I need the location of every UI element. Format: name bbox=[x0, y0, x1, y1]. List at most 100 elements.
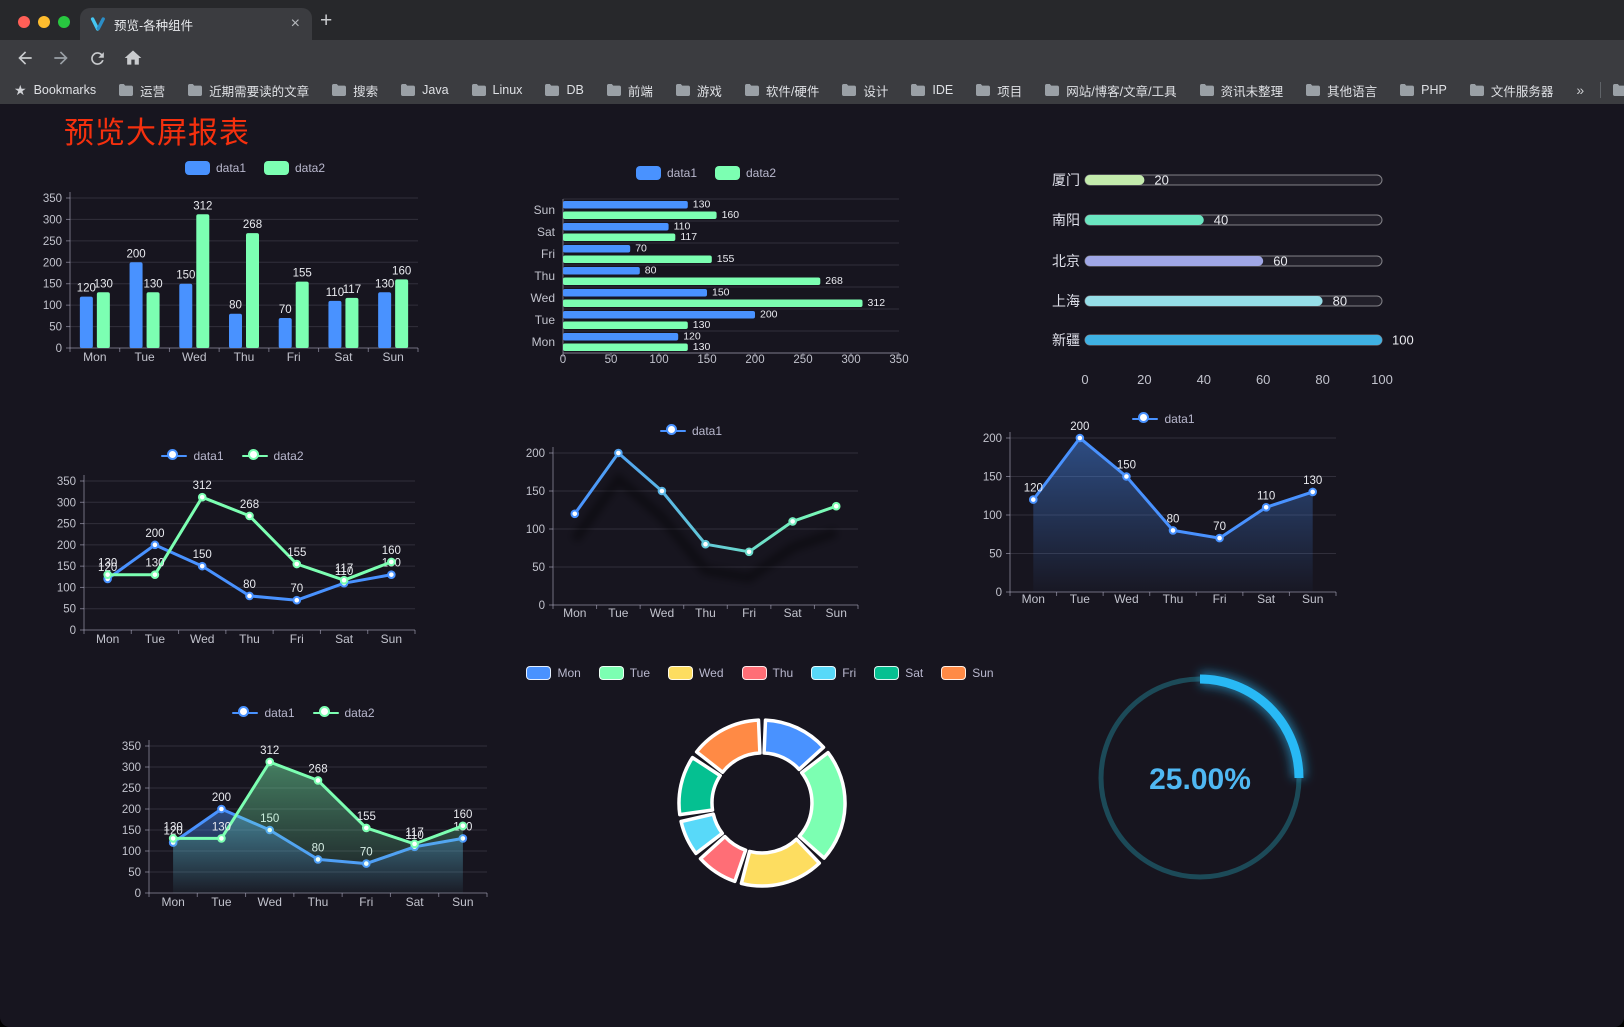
tab-close-icon[interactable]: × bbox=[290, 15, 300, 32]
legend-item[interactable]: Thu bbox=[741, 666, 793, 680]
legend-item[interactable]: Sun bbox=[941, 666, 994, 680]
legend-line-marker bbox=[232, 706, 259, 720]
svg-text:200: 200 bbox=[1070, 421, 1089, 433]
svg-text:268: 268 bbox=[243, 219, 262, 231]
svg-text:100: 100 bbox=[983, 510, 1002, 522]
donut-canvas[interactable] bbox=[545, 660, 975, 900]
legend-item[interactable]: Mon bbox=[526, 666, 581, 680]
legend-label: data2 bbox=[273, 449, 304, 463]
svg-text:0: 0 bbox=[135, 888, 141, 900]
svg-text:155: 155 bbox=[717, 253, 735, 265]
svg-text:0: 0 bbox=[560, 354, 566, 366]
legend-item[interactable]: Wed bbox=[668, 666, 724, 680]
back-button[interactable] bbox=[10, 43, 40, 73]
other-bookmarks-folder[interactable]: 其他书签 bbox=[1613, 81, 1624, 100]
line-canvas[interactable]: 0 50 100 150 200 Mon Tue Wed Thu Fri Sat Sun 120 200 1… bbox=[975, 406, 1352, 618]
legend-item[interactable]: data2 bbox=[264, 161, 325, 175]
svg-text:350: 350 bbox=[57, 476, 76, 488]
legend-item[interactable]: data1 bbox=[1132, 412, 1195, 426]
multi-line-chart[interactable]: data1 data2 0 50 100 150 200 250 300 350 Mon Tue Wed… bbox=[40, 443, 425, 655]
bookmark-folder[interactable]: 网站/博客/文章/工具 bbox=[1045, 81, 1177, 100]
svg-text:130: 130 bbox=[693, 319, 711, 331]
svg-text:40: 40 bbox=[1197, 372, 1211, 387]
gauge-canvas[interactable]: 25.00% bbox=[1075, 653, 1325, 903]
horizontal-bar-chart[interactable]: data1 data2 0 50 100 150 200 250 300 350 Sun Sat Fri… bbox=[500, 160, 912, 372]
svg-text:70: 70 bbox=[279, 304, 292, 316]
bookmark-folder[interactable]: Linux bbox=[471, 83, 522, 97]
bookmark-folder[interactable]: 设计 bbox=[842, 81, 888, 100]
svg-text:70: 70 bbox=[635, 243, 647, 255]
bookmark-folder[interactable]: DB bbox=[545, 83, 584, 97]
svg-text:Fri: Fri bbox=[290, 632, 304, 646]
bookmark-folder[interactable]: PHP bbox=[1400, 83, 1447, 97]
gradient-line-chart[interactable]: data1 0 50 100 150 200 Mon Tue Wed Thu Fri Sat Sun bbox=[510, 418, 872, 630]
bookmark-folder[interactable]: 运营 bbox=[119, 81, 165, 100]
svg-text:312: 312 bbox=[260, 745, 279, 757]
svg-text:20: 20 bbox=[1137, 372, 1151, 387]
zoom-window-button[interactable] bbox=[58, 16, 70, 28]
hbar-canvas[interactable]: 0 50 100 150 200 250 300 350 Sun Sat Fri Thu Wed Tue M… bbox=[500, 160, 912, 372]
bookmarks-folder[interactable]: ★ Bookmarks bbox=[14, 82, 96, 99]
bookmarks-overflow-chevron[interactable]: » bbox=[1576, 82, 1585, 98]
line-canvas[interactable]: 0 50 100 150 200 Mon Tue Wed Thu Fri Sat Sun bbox=[510, 418, 872, 630]
multi-area-line-chart[interactable]: data1 data2 0 50 100 150 200 250 300 350 Mon Tue Wed… bbox=[105, 700, 502, 918]
minimize-window-button[interactable] bbox=[38, 16, 50, 28]
svg-text:Mon: Mon bbox=[563, 606, 586, 620]
bookmark-folder[interactable]: 前端 bbox=[606, 81, 653, 100]
legend-item[interactable]: data2 bbox=[312, 706, 375, 720]
svg-text:20: 20 bbox=[1154, 173, 1168, 188]
bookmark-folder[interactable]: 游戏 bbox=[675, 81, 722, 100]
bar-canvas[interactable]: 0 50 100 150 200 250 300 350 Mon Tue Wed Thu Fri Sat S… bbox=[40, 155, 470, 370]
bookmark-folder[interactable]: 软件/硬件 bbox=[744, 81, 819, 100]
legend-item[interactable]: Tue bbox=[598, 666, 650, 680]
reload-button[interactable] bbox=[82, 43, 112, 73]
home-button[interactable] bbox=[118, 43, 148, 73]
tab-title: 预览-各种组件 bbox=[114, 18, 194, 33]
line-canvas[interactable]: 0 50 100 150 200 250 300 350 Mon Tue Wed Thu Fri Sat S… bbox=[105, 700, 502, 918]
progress-bar-chart[interactable]: 厦门 20 南阳 40 北京 60 上海 80 新疆 100 0 20 40 60 80 100 bbox=[1030, 165, 1422, 400]
close-window-button[interactable] bbox=[18, 16, 30, 28]
forward-button[interactable] bbox=[46, 43, 76, 73]
bookmark-folder[interactable]: 项目 bbox=[976, 81, 1022, 100]
svg-text:100: 100 bbox=[1371, 372, 1393, 387]
legend-item[interactable]: data2 bbox=[715, 166, 776, 180]
bookmark-folder[interactable]: 其他语言 bbox=[1306, 81, 1377, 100]
legend-item[interactable]: data2 bbox=[241, 449, 304, 463]
bookmark-folder[interactable]: Java bbox=[401, 83, 449, 97]
legend-item[interactable]: data1 bbox=[232, 706, 295, 720]
legend-item[interactable]: data1 bbox=[659, 424, 722, 438]
bookmark-folder[interactable]: IDE bbox=[911, 83, 953, 97]
bookmarks-separator bbox=[1600, 82, 1602, 98]
legend-item[interactable]: Fri bbox=[811, 666, 856, 680]
legend-item[interactable]: data1 bbox=[635, 166, 697, 180]
gauge-chart[interactable]: 25.00% bbox=[1075, 653, 1325, 903]
bookmark-folder[interactable]: 搜索 bbox=[332, 81, 378, 100]
svg-text:Wed: Wed bbox=[190, 632, 214, 646]
svg-text:150: 150 bbox=[712, 287, 730, 299]
folder-icon bbox=[545, 84, 560, 96]
svg-text:268: 268 bbox=[825, 275, 843, 287]
toolbar: 127.0.0.1:3000/#/chart/preview/9 bbox=[0, 40, 1624, 112]
bookmark-folder[interactable]: 近期需要读的文章 bbox=[188, 81, 309, 100]
svg-text:150: 150 bbox=[983, 472, 1002, 484]
area-line-chart[interactable]: data1 0 50 100 150 200 Mon Tue Wed Thu Fri Sat Sun 12… bbox=[975, 406, 1352, 618]
bookmark-label: 资讯未整理 bbox=[1220, 84, 1284, 99]
legend-item[interactable]: data1 bbox=[184, 161, 246, 175]
donut-chart[interactable]: Mon Tue Wed Thu Fri Sat Sun bbox=[526, 660, 994, 900]
active-tab[interactable]: 预览-各种组件 × bbox=[80, 8, 312, 40]
line-canvas[interactable]: 0 50 100 150 200 250 300 350 Mon Tue Wed Thu Fri Sat S… bbox=[40, 443, 425, 655]
bookmarks-list: 运营 近期需要读的文章 搜索 Java Linux DB 前端 游戏 软件/硬件… bbox=[119, 81, 1576, 100]
legend-label: Fri bbox=[842, 666, 857, 680]
svg-text:Thu: Thu bbox=[239, 632, 260, 646]
bookmark-folder[interactable]: 资讯未整理 bbox=[1199, 81, 1284, 100]
grouped-bar-chart[interactable]: data1 data2 0 50 100 150 200 250 300 350 Mon Tue Wed… bbox=[40, 155, 470, 370]
bookmark-folder[interactable]: 文件服务器 bbox=[1469, 81, 1553, 100]
bookmark-label: 近期需要读的文章 bbox=[209, 84, 310, 99]
svg-text:70: 70 bbox=[290, 583, 303, 595]
legend-item[interactable]: data1 bbox=[161, 449, 224, 463]
legend-item[interactable]: Sat bbox=[874, 666, 923, 680]
progress-canvas[interactable]: 厦门 20 南阳 40 北京 60 上海 80 新疆 100 0 20 40 60 80 100 bbox=[1030, 165, 1422, 400]
new-tab-button[interactable]: + bbox=[320, 9, 333, 32]
svg-text:100: 100 bbox=[1392, 333, 1414, 348]
svg-text:268: 268 bbox=[308, 763, 327, 775]
